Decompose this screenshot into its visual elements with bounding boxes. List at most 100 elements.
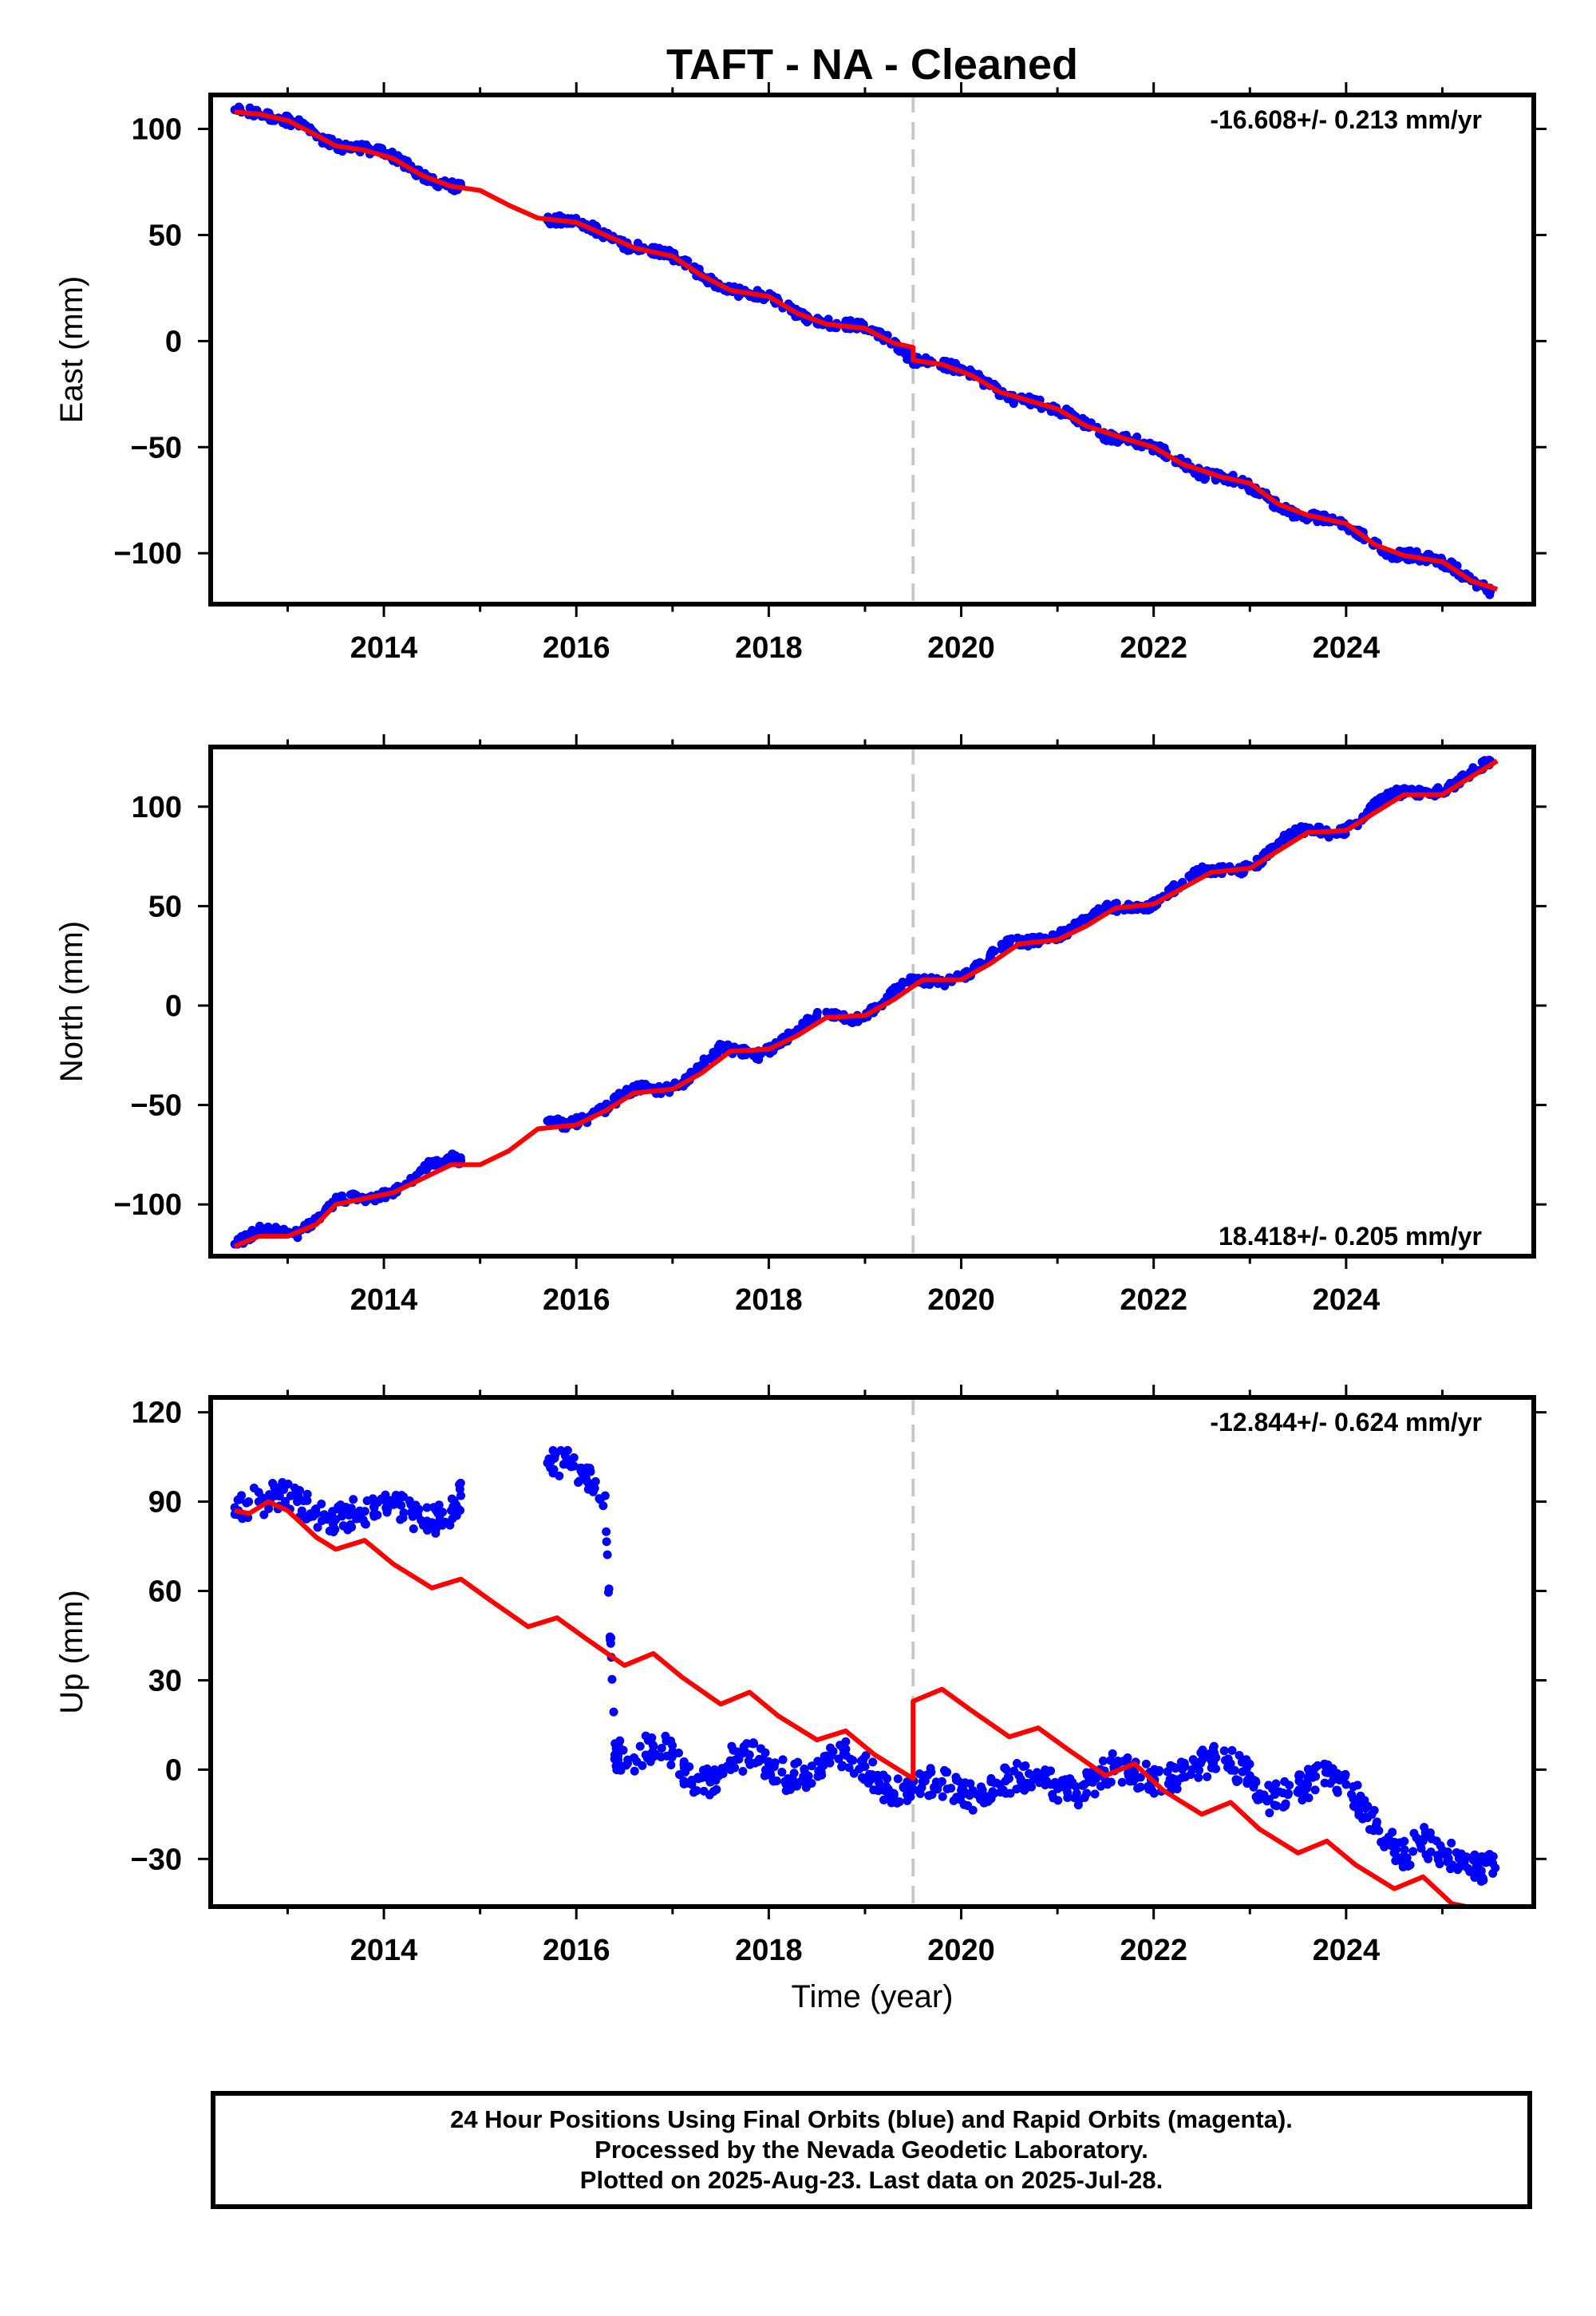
data-point [807,1761,816,1771]
footer-line-3: Plotted on 2025-Aug-23. Last data on 202… [579,2166,1163,2194]
data-point [1057,926,1066,935]
chart-title: TAFT - NA - Cleaned [666,41,1078,89]
data-point [867,1775,876,1784]
y-axis-label: East (mm) [54,276,89,423]
data-point [812,1007,822,1017]
data-point [749,1051,758,1061]
data-point [635,1741,645,1751]
scatter-series-north [230,755,1495,1249]
x-tick-label: 2016 [543,1283,610,1317]
data-point [858,1773,867,1783]
data-point [373,1498,382,1508]
x-tick-label: 2020 [927,1934,995,1967]
data-point [731,1755,741,1765]
data-point [1096,1781,1105,1791]
data-point [1327,1769,1337,1778]
data-point [1227,1745,1237,1755]
rate-label: -16.608+/- 0.213 mm/yr [1210,105,1482,134]
data-point [1302,1784,1312,1793]
data-point [1016,1777,1025,1786]
data-point [356,1514,365,1524]
data-point [1488,1868,1498,1878]
y-tick-label: 100 [132,791,182,824]
data-point [574,1477,583,1487]
data-point [336,1500,346,1510]
panel-north: 2014 2016 2018 2020 2022 2024 100 50 0 −50 −100 Nor… [54,734,1547,1317]
data-point [1198,862,1207,871]
data-point [1393,1852,1402,1862]
data-point [370,1508,380,1518]
data-point [932,1779,942,1788]
data-point [328,1520,338,1529]
data-point [275,1488,284,1498]
model-line-up [234,1499,1468,1907]
data-point [602,1550,612,1559]
data-point [433,1508,443,1518]
data-point [844,1763,854,1773]
data-point [602,1527,611,1536]
data-point [259,1510,269,1520]
data-point [1298,824,1307,833]
data-point [849,1769,859,1778]
data-point [546,1463,555,1472]
data-point [923,1770,933,1780]
footer-line-1: 24 Hour Positions Using Final Orbits (bl… [450,2105,1293,2133]
data-point [417,1516,426,1525]
data-point [895,1797,904,1807]
data-point [1458,1861,1468,1871]
data-point [709,1765,719,1774]
data-point [1144,905,1153,915]
data-point [825,1758,835,1768]
data-point [583,1477,592,1487]
data-point [1381,551,1391,560]
data-point [1190,1757,1199,1766]
data-point [346,1520,355,1529]
data-point [1169,1762,1179,1772]
data-point [889,1788,899,1798]
data-point [903,1796,912,1805]
data-point [278,1477,287,1487]
data-point [754,1754,764,1764]
data-point [1238,1767,1247,1777]
footer-line-2: Processed by the Nevada Geodetic Laborat… [595,2136,1148,2164]
data-point [590,1484,599,1493]
data-point [1488,1859,1498,1868]
data-point [604,1584,614,1594]
data-point [1268,1784,1278,1794]
data-point [952,1792,962,1802]
data-point [807,1779,816,1788]
y-axis-label: Up (mm) [54,1590,89,1714]
x-tick-label: 2018 [735,631,803,665]
x-tick-label: 2022 [1120,1934,1187,1967]
data-point [1179,1758,1189,1768]
data-point [1115,1757,1124,1767]
data-point [556,1445,566,1455]
y-tick-label: −30 [131,1843,182,1876]
data-point [1169,1784,1179,1793]
data-point [325,1526,334,1535]
data-point [1073,1800,1083,1810]
data-point [1048,1790,1057,1800]
data-point [766,1770,776,1780]
data-point [1106,1756,1116,1765]
data-point [1402,1853,1412,1863]
data-point [1324,832,1333,842]
data-point [666,1760,676,1769]
data-point [349,1495,358,1504]
plot-frame [208,745,1536,1259]
data-point [602,1537,611,1547]
data-point [1470,1850,1479,1860]
data-point [650,1752,659,1761]
data-point [381,1503,391,1512]
data-point [717,1040,727,1049]
data-point [679,1763,689,1773]
data-point [942,1784,952,1794]
data-point [1082,1768,1092,1777]
data-point [649,1742,658,1752]
data-point [643,1736,653,1745]
x-axis-ticks [286,1385,1444,1919]
data-point [1377,792,1386,802]
data-point [429,1160,439,1170]
y-tick-label: 0 [165,990,182,1023]
